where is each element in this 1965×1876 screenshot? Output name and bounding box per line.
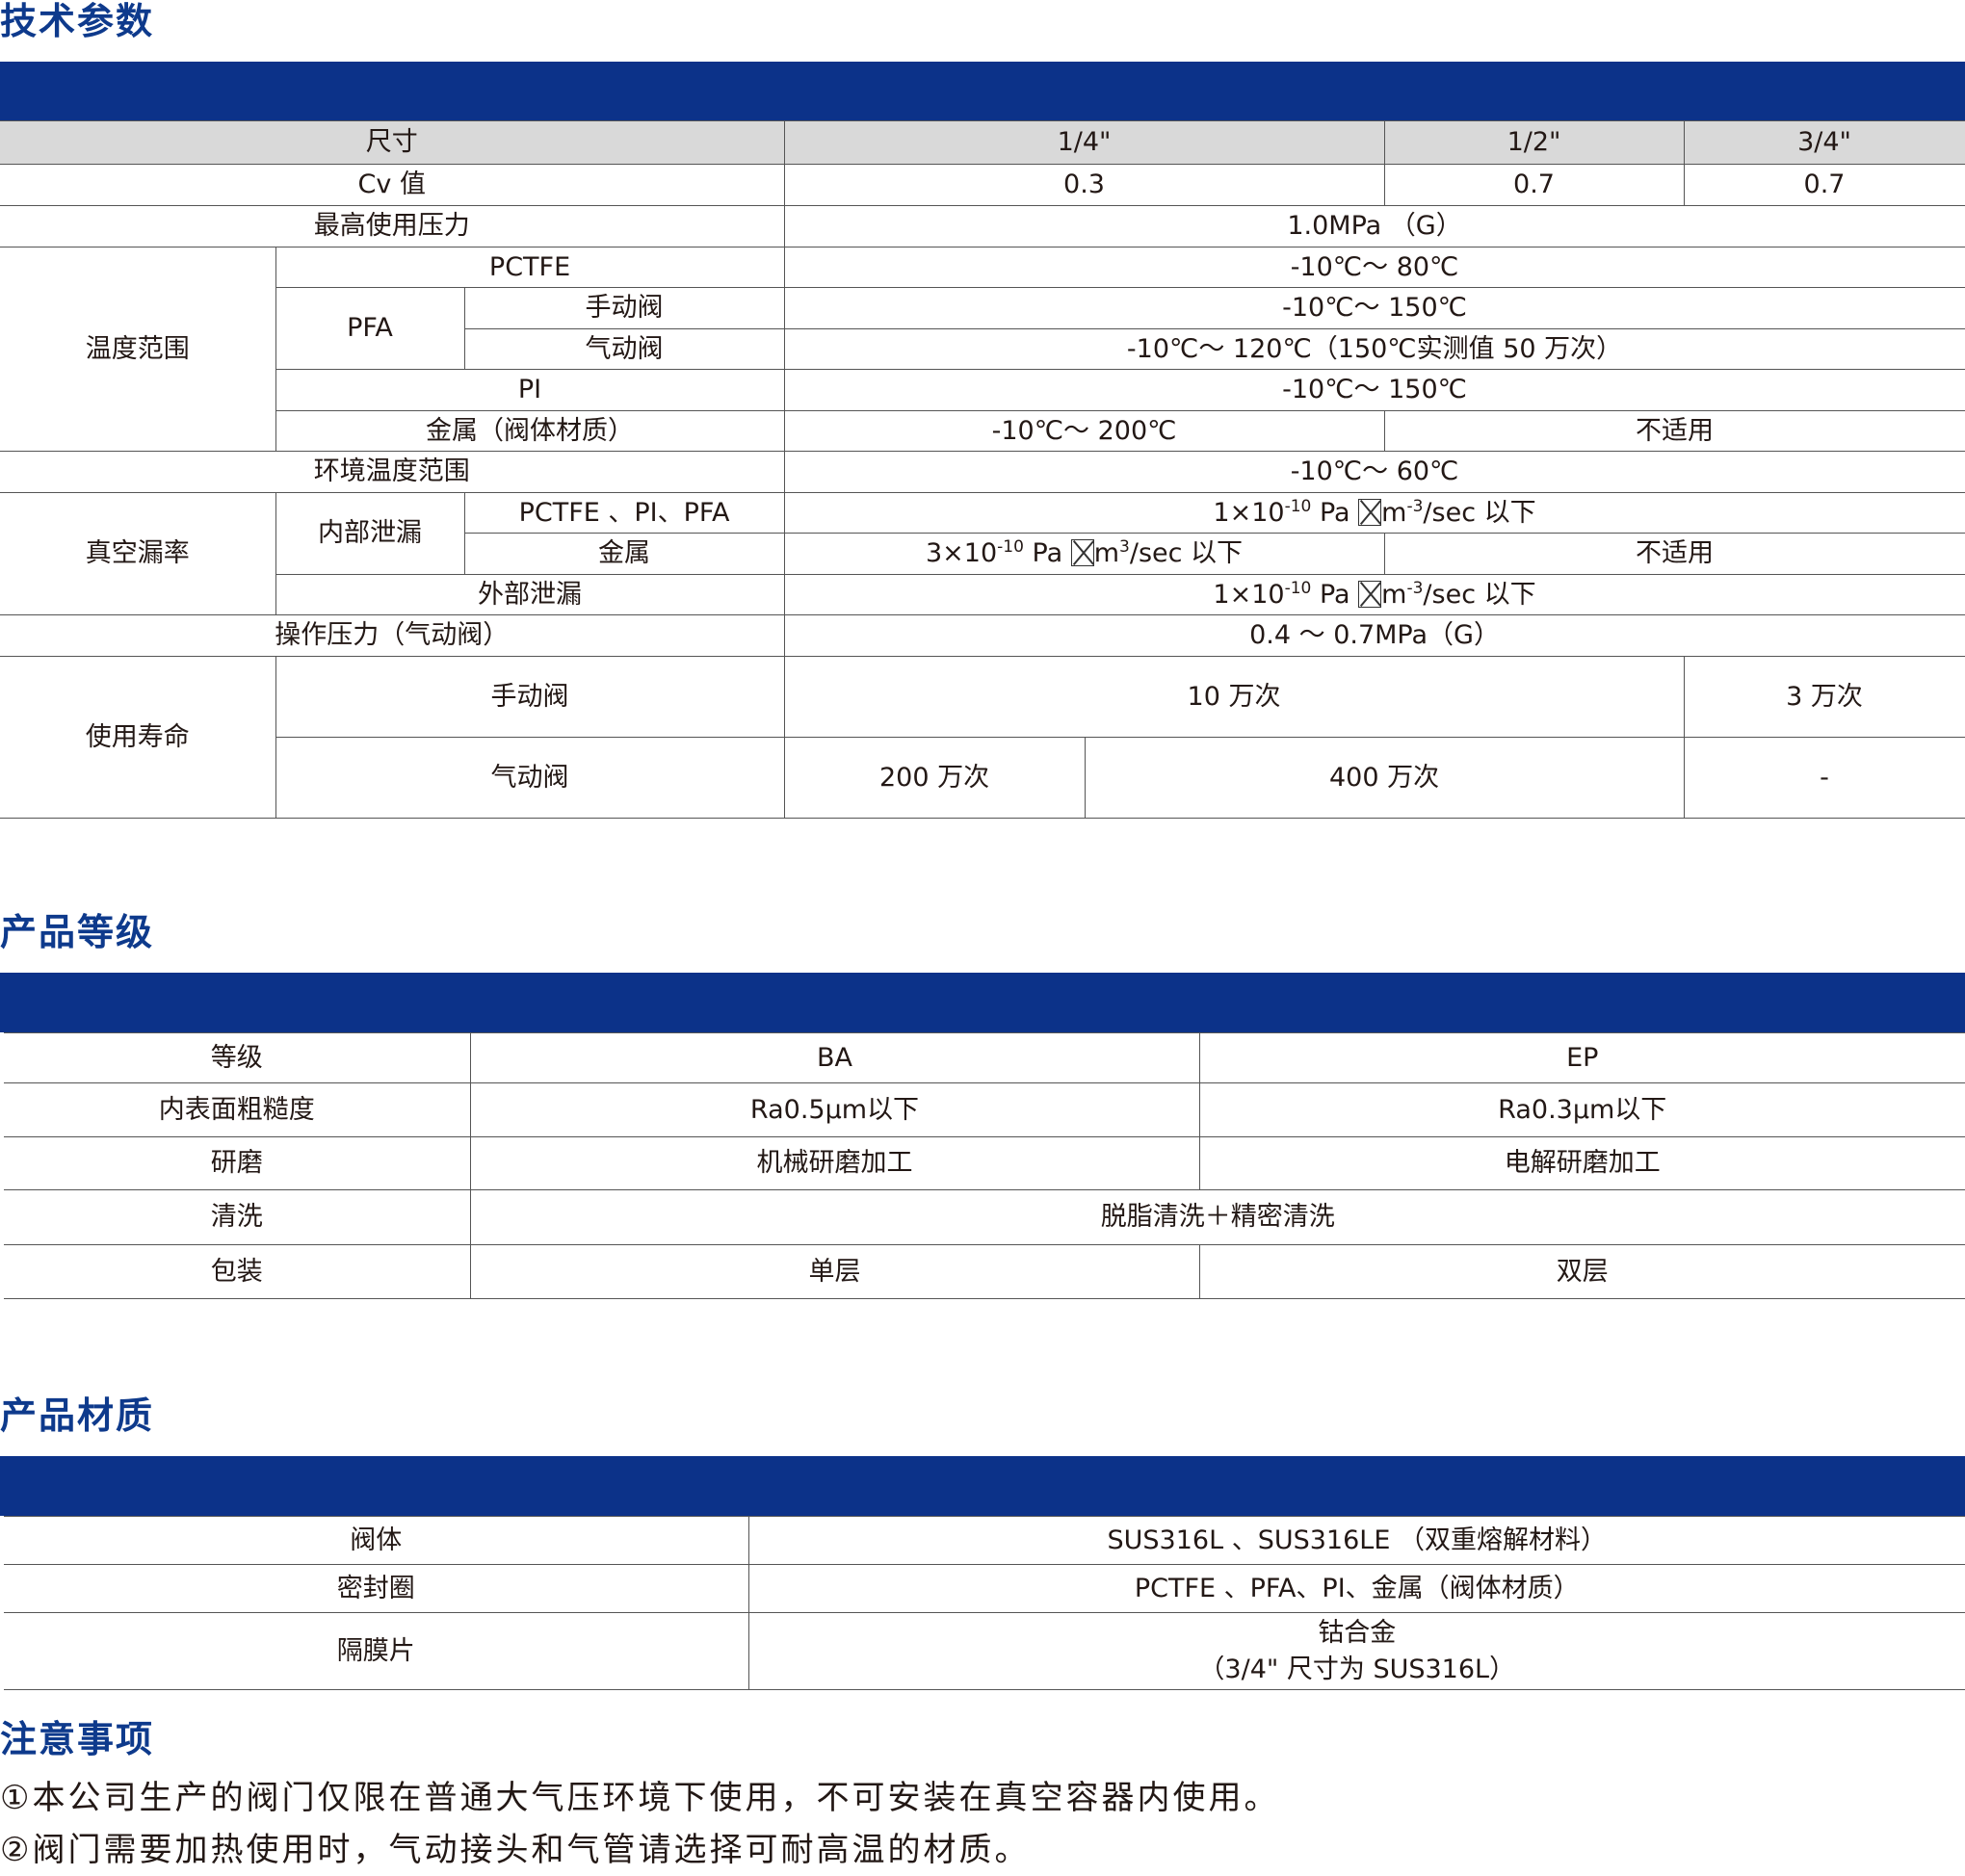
- body-label: 阀体: [4, 1517, 748, 1565]
- pi-label: PI: [275, 370, 784, 411]
- metal-not-applicable: 不适用: [1384, 411, 1965, 452]
- leak-rate-external: 1×10-10 Pa m-3/sec 以下: [784, 575, 1965, 615]
- size-3-4: 3/4": [1684, 121, 1965, 165]
- size-label: 尺寸: [0, 121, 784, 165]
- leak-rate-metal: 3×10-10 Pa m3/sec 以下: [784, 534, 1384, 575]
- size-1-4: 1/4": [784, 121, 1384, 165]
- polish-label: 研磨: [4, 1137, 470, 1190]
- notes-list: ①本公司生产的阀门仅限在普通大气压环境下使用，不可安装在真空容器内使用。 ②阀门…: [0, 1772, 1279, 1876]
- life-manual-b: 3 万次: [1684, 657, 1965, 738]
- max-pressure-value: 1.0MPa （G）: [784, 206, 1965, 248]
- pctfe-pi-pfa-label: PCTFE 、PI、PFA: [464, 493, 784, 534]
- section-title-tech: 技术参数: [0, 0, 154, 42]
- roughness-label: 内表面粗糙度: [4, 1083, 470, 1137]
- temp-label: 温度范围: [0, 248, 275, 452]
- seal-value: PCTFE 、PFA、PI、金属（阀体材质）: [748, 1565, 1965, 1613]
- internal-leak-label: 内部泄漏: [275, 493, 464, 575]
- pfa-manual-temp: -10℃～ 150℃: [784, 288, 1965, 329]
- cv-1-2: 0.7: [1384, 165, 1684, 206]
- cv-1-4: 0.3: [784, 165, 1384, 206]
- cv-3-4: 0.7: [1684, 165, 1965, 206]
- section-title-notes: 注意事项: [0, 1718, 154, 1760]
- clean-value: 脱脂清洗＋精密清洗: [470, 1190, 1965, 1245]
- ambient-temp: -10℃～ 60℃: [784, 452, 1965, 493]
- life-pneumatic-label: 气动阀: [275, 738, 784, 819]
- missing-glyph-icon: [1071, 539, 1094, 566]
- note-item: ②阀门需要加热使用时，气动接头和气管请选择可耐高温的材质。: [0, 1824, 1279, 1876]
- vacuum-label: 真空漏率: [0, 493, 275, 615]
- pfa-manual-label: 手动阀: [464, 288, 784, 329]
- seal-label: 密封圈: [4, 1565, 748, 1613]
- clean-label: 清洗: [4, 1190, 470, 1245]
- header-bar: [0, 1456, 1965, 1516]
- metal-temp: -10℃～ 200℃: [784, 411, 1384, 452]
- life-label: 使用寿命: [0, 657, 275, 819]
- section-title-material: 产品材质: [0, 1394, 154, 1437]
- polish-ep: 电解研磨加工: [1199, 1137, 1965, 1190]
- life-manual-label: 手动阀: [275, 657, 784, 738]
- grade-ep: EP: [1199, 1033, 1965, 1083]
- life-pneu-b: 400 万次: [1085, 738, 1684, 819]
- missing-glyph-icon: [1358, 581, 1381, 608]
- missing-glyph-icon: [1358, 499, 1381, 526]
- pack-label: 包装: [4, 1245, 470, 1299]
- pi-temp: -10℃～ 150℃: [784, 370, 1965, 411]
- pfa-pneumatic-temp: -10℃～ 120℃（150℃实测值 50 万次）: [784, 329, 1965, 370]
- metal-label: 金属: [464, 534, 784, 575]
- leak-metal-not-applicable: 不适用: [1384, 534, 1965, 575]
- body-value: SUS316L 、SUS316LE （双重熔解材料）: [748, 1517, 1965, 1565]
- life-manual-a: 10 万次: [784, 657, 1684, 738]
- roughness-ba: Ra0.5μm以下: [470, 1083, 1199, 1137]
- polish-ba: 机械研磨加工: [470, 1137, 1199, 1190]
- op-pressure-label: 操作压力（气动阀）: [0, 615, 784, 657]
- external-leak-label: 外部泄漏: [275, 575, 784, 615]
- op-pressure-value: 0.4 ～ 0.7MPa（G）: [784, 615, 1965, 657]
- diaphragm-line1: 钴合金: [749, 1615, 1965, 1652]
- life-pneu-c: -: [1684, 738, 1965, 819]
- size-1-2: 1/2": [1384, 121, 1684, 165]
- metal-body-label: 金属（阀体材质）: [275, 411, 784, 452]
- pfa-pneumatic-label: 气动阀: [464, 329, 784, 370]
- grade-ba: BA: [470, 1033, 1199, 1083]
- pack-ba: 单层: [470, 1245, 1199, 1299]
- pctfe-label: PCTFE: [275, 248, 784, 288]
- grade-table: 等级 BA EP 内表面粗糙度 Ra0.5μm以下 Ra0.3μm以下 研磨 机…: [4, 1032, 1965, 1299]
- max-pressure-label: 最高使用压力: [0, 206, 784, 248]
- pfa-label: PFA: [275, 288, 464, 370]
- cv-label: Cv 值: [0, 165, 784, 206]
- material-table: 阀体 SUS316L 、SUS316LE （双重熔解材料） 密封圈 PCTFE …: [4, 1516, 1965, 1690]
- tech-table: 尺寸 1/4" 1/2" 3/4" Cv 值 0.3 0.7 0.7 最高使用压…: [0, 120, 1965, 819]
- section-title-grade: 产品等级: [0, 911, 154, 953]
- diaphragm-value: 钴合金 （3/4" 尺寸为 SUS316L）: [748, 1613, 1965, 1690]
- leak-rate-internal: 1×10-10 Pa m-3/sec 以下: [784, 493, 1965, 534]
- diaphragm-label: 隔膜片: [4, 1613, 748, 1690]
- diaphragm-line2: （3/4" 尺寸为 SUS316L）: [749, 1652, 1965, 1688]
- header-bar: [0, 973, 1965, 1032]
- roughness-ep: Ra0.3μm以下: [1199, 1083, 1965, 1137]
- pack-ep: 双层: [1199, 1245, 1965, 1299]
- grade-label: 等级: [4, 1033, 470, 1083]
- ambient-label: 环境温度范围: [0, 452, 784, 493]
- header-bar: [0, 62, 1965, 121]
- note-item: ①本公司生产的阀门仅限在普通大气压环境下使用，不可安装在真空容器内使用。: [0, 1772, 1279, 1824]
- life-pneu-a: 200 万次: [784, 738, 1085, 819]
- pctfe-temp: -10℃～ 80℃: [784, 248, 1965, 288]
